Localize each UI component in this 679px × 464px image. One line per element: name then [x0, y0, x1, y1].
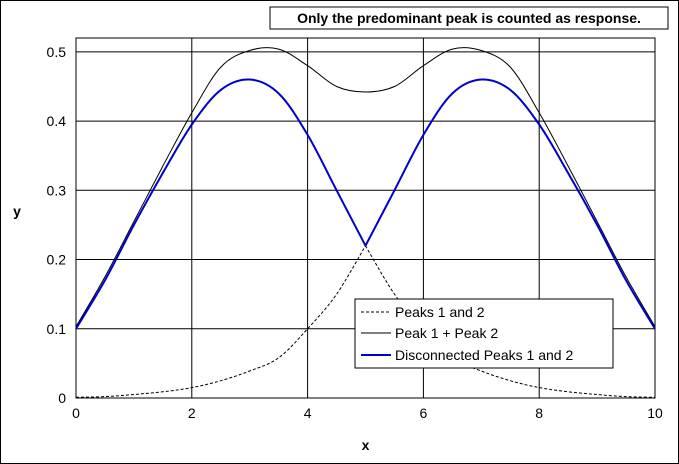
- y-tick-labels: 0 0.1 0.2 0.3 0.4 0.5: [47, 44, 67, 406]
- series-line-peak-1-plus-peak-2: [75, 47, 656, 327]
- y-tick-label: 0.3: [47, 182, 67, 198]
- y-tick-label: 0: [58, 390, 66, 406]
- annotation-box: Only the predominant peak is counted as …: [269, 6, 669, 30]
- legend-label-peaks-1-and-2: Peaks 1 and 2: [395, 304, 485, 320]
- series-layer: [75, 47, 656, 398]
- x-tick-label: 10: [647, 405, 663, 421]
- y-tick-label: 0.1: [47, 321, 67, 337]
- x-tick-labels: 0 2 4 6 8 10: [72, 405, 663, 421]
- plot-area: [75, 37, 656, 399]
- y-tick-label: 0.2: [47, 252, 67, 268]
- x-axis-title: x: [362, 437, 370, 453]
- x-tick-label: 8: [535, 405, 543, 421]
- legend-label-peak-1-plus-peak-2: Peak 1 + Peak 2: [395, 325, 498, 341]
- legend-label-disconnected-peaks: Disconnected Peaks 1 and 2: [395, 347, 573, 363]
- annotation-text: Only the predominant peak is counted as …: [297, 10, 641, 26]
- y-tick-label: 0.4: [47, 113, 67, 129]
- x-tick-label: 2: [188, 405, 196, 421]
- series-line-disconnected-peaks: [75, 78, 656, 330]
- x-tick-label: 0: [72, 405, 80, 421]
- series-line-peaks-1-and-2: [75, 245, 656, 398]
- y-tick-label: 0.5: [47, 44, 67, 60]
- legend: Peaks 1 and 2 Peak 1 + Peak 2 Disconnect…: [354, 298, 614, 369]
- y-axis-title: y: [13, 203, 21, 219]
- x-tick-label: 4: [304, 405, 312, 421]
- x-tick-label: 6: [420, 405, 428, 421]
